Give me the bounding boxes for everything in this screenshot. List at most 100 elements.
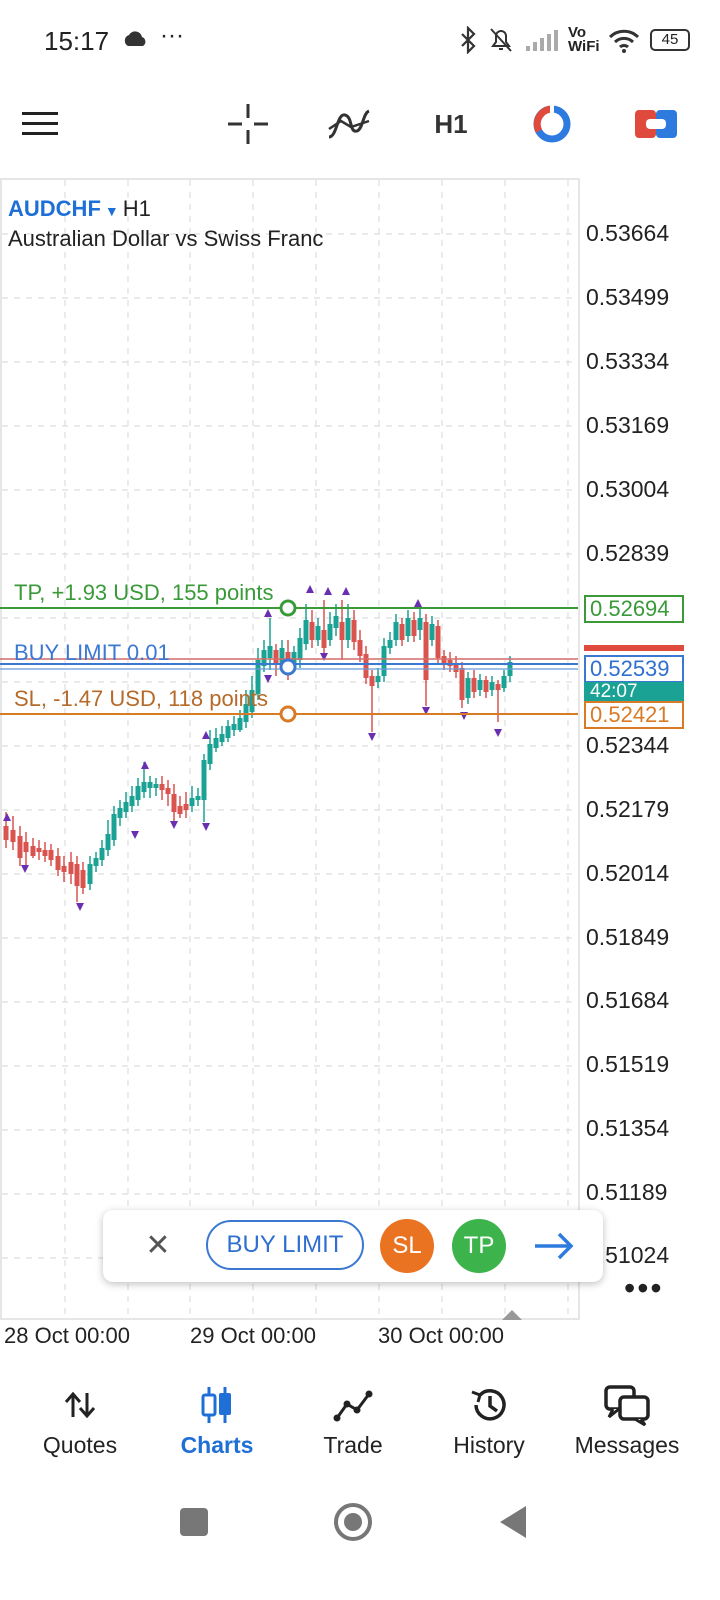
candle-body bbox=[309, 622, 315, 640]
fractal-up-marker bbox=[306, 585, 314, 593]
indicators-button[interactable] bbox=[326, 86, 372, 162]
home-button[interactable] bbox=[333, 1502, 373, 1542]
chart-border bbox=[0, 178, 580, 1320]
price-chart[interactable] bbox=[0, 178, 720, 1368]
candle-body bbox=[123, 802, 129, 812]
candle-body bbox=[36, 848, 42, 852]
candle-body bbox=[315, 626, 321, 640]
order-panel: ✕ BUY LIMIT SL TP bbox=[103, 1210, 603, 1282]
nav-messages[interactable]: Messages bbox=[557, 1370, 697, 1480]
candle-body bbox=[147, 782, 153, 788]
crosshair-icon bbox=[228, 104, 268, 144]
tp-line-handle bbox=[279, 599, 297, 617]
tp-button[interactable]: TP bbox=[452, 1219, 506, 1273]
nav-label: Trade bbox=[323, 1432, 383, 1458]
nav-label: Charts bbox=[180, 1432, 254, 1458]
candle-body bbox=[74, 864, 80, 886]
candle-body bbox=[17, 836, 23, 858]
tp-line-label[interactable]: TP, +1.93 USD, 155 points bbox=[14, 580, 274, 605]
candle-body bbox=[231, 724, 237, 730]
candle-body bbox=[237, 718, 243, 730]
status-time: 15:17 bbox=[44, 26, 110, 56]
candle-body bbox=[369, 676, 375, 686]
candle-body bbox=[105, 834, 111, 850]
price-axis-label: 0.53004 bbox=[586, 476, 670, 502]
wifi-icon bbox=[608, 29, 640, 53]
symbol-dropdown-icon[interactable]: ▼ bbox=[104, 203, 119, 219]
candle-body bbox=[501, 676, 507, 688]
trade-icon bbox=[333, 1390, 373, 1422]
one-click-trading-button[interactable] bbox=[530, 86, 574, 162]
fractal-up-marker bbox=[414, 599, 422, 607]
candle-body bbox=[351, 620, 357, 642]
candle-body bbox=[55, 856, 61, 870]
symbol-name[interactable]: AUDCHF bbox=[8, 196, 101, 221]
candle-body bbox=[225, 726, 231, 738]
candle-body bbox=[279, 648, 285, 664]
history-icon bbox=[471, 1389, 506, 1421]
sl-button[interactable]: SL bbox=[380, 1219, 434, 1273]
nav-charts[interactable]: Charts bbox=[149, 1370, 285, 1480]
candle-body bbox=[429, 624, 435, 640]
chart-area[interactable] bbox=[0, 178, 720, 1368]
candle-body bbox=[23, 842, 29, 852]
candle-body bbox=[303, 620, 309, 644]
nav-label: Quotes bbox=[42, 1432, 118, 1458]
mute-bell-icon bbox=[490, 28, 512, 52]
fractal-down-marker bbox=[170, 821, 178, 829]
buy-limit-line-handle bbox=[279, 658, 297, 676]
nav-label: History bbox=[453, 1432, 525, 1458]
candle-body bbox=[219, 734, 225, 742]
signal-icon bbox=[526, 30, 558, 51]
menu-button[interactable] bbox=[20, 86, 60, 162]
nav-history[interactable]: History bbox=[421, 1370, 557, 1480]
quotes-icon bbox=[64, 1391, 96, 1419]
candle-body bbox=[177, 806, 183, 814]
fractal-down-marker bbox=[131, 831, 139, 839]
candle-body bbox=[195, 796, 201, 800]
order-type-button[interactable]: BUY LIMIT bbox=[206, 1220, 364, 1270]
candle-body bbox=[3, 826, 9, 840]
candle-body bbox=[393, 622, 399, 640]
bottom-navigation: Quotes Charts Trade History Messages bbox=[0, 1370, 720, 1480]
back-button[interactable] bbox=[496, 1504, 528, 1540]
status-bar: 15:17 ··· Vo WiFi 45 bbox=[0, 0, 720, 80]
price-axis-label: 0.53169 bbox=[586, 412, 670, 438]
arrow-right-icon[interactable] bbox=[531, 1228, 577, 1264]
fractal-down-marker bbox=[368, 733, 376, 741]
price-axis-label: 0.53334 bbox=[586, 348, 670, 374]
candle-body bbox=[297, 638, 303, 660]
price-axis-label: 0.51354 bbox=[586, 1115, 670, 1141]
new-order-button[interactable] bbox=[634, 86, 678, 162]
candle-body bbox=[339, 622, 345, 640]
new-order-icon bbox=[635, 110, 677, 138]
candle-body bbox=[93, 858, 99, 866]
vowifi-label: Vo WiFi bbox=[568, 24, 600, 55]
candle-body bbox=[417, 618, 423, 630]
scroll-handle-icon[interactable] bbox=[500, 1308, 524, 1320]
crosshair-button[interactable] bbox=[226, 86, 270, 162]
candle-body bbox=[207, 744, 213, 764]
bar-timer: 42:07 bbox=[584, 682, 684, 702]
symbol-timeframe: H1 bbox=[122, 196, 151, 221]
symbol-header[interactable]: AUDCHF ▼ H1 bbox=[8, 196, 151, 222]
nav-quotes[interactable]: Quotes bbox=[12, 1370, 148, 1480]
bluetooth-icon bbox=[461, 26, 476, 54]
close-panel-button[interactable]: ✕ bbox=[145, 1229, 171, 1262]
fractal-down-marker bbox=[320, 653, 328, 661]
price-axis-label: 0.52344 bbox=[586, 732, 670, 758]
recents-button[interactable] bbox=[180, 1508, 208, 1536]
more-options-button[interactable]: ••• bbox=[624, 1270, 664, 1306]
buy-limit-line-label[interactable]: BUY LIMIT 0.01 bbox=[14, 640, 170, 665]
fractal-up-marker bbox=[264, 609, 272, 617]
nav-trade[interactable]: Trade bbox=[285, 1370, 421, 1480]
candle-body bbox=[129, 796, 135, 806]
date-label: 28 Oct 00:00 bbox=[4, 1323, 130, 1348]
price-axis-label: 0.52839 bbox=[586, 540, 670, 566]
candle-body bbox=[363, 654, 369, 678]
bid-price-tag: 0.52539 bbox=[584, 655, 684, 683]
candle-body bbox=[345, 618, 351, 640]
tp-price-tag: 0.52694 bbox=[584, 595, 684, 623]
sl-line-label[interactable]: SL, -1.47 USD, 118 points bbox=[14, 686, 268, 711]
timeframe-button[interactable]: H1 bbox=[434, 108, 468, 139]
